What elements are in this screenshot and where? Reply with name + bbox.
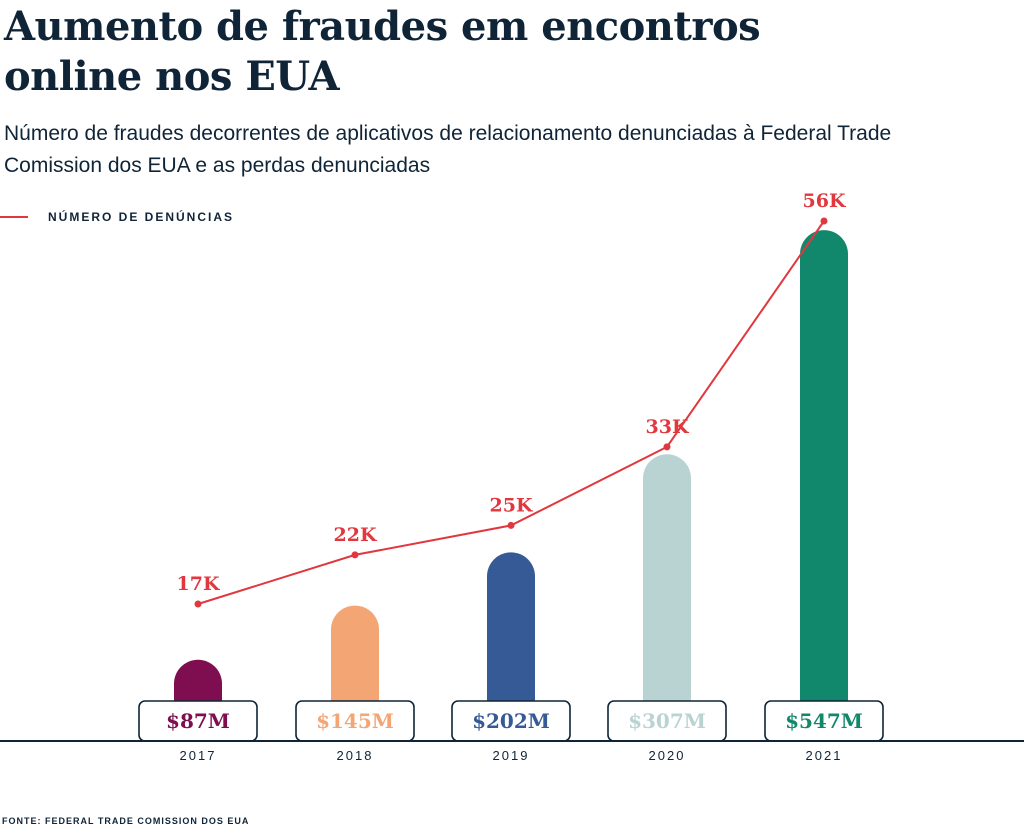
line-data-label: 56K — [803, 190, 847, 212]
line-point — [663, 443, 671, 451]
bar-value-label: $145M — [316, 709, 394, 733]
line-data-label: 17K — [177, 573, 221, 595]
source-note: FONTE: FEDERAL TRADE COMISSION DOS EUA — [2, 816, 250, 826]
legend-label: NÚMERO DE DENÚNCIAS — [48, 210, 235, 224]
chart-title: Aumento de fraudes em encontros online n… — [4, 3, 761, 100]
bar-value-label: $87M — [166, 709, 230, 733]
bar-2019 — [487, 552, 535, 741]
x-tick-label: 2021 — [806, 748, 843, 763]
line-point — [820, 217, 828, 225]
bar-value-label: $547M — [785, 709, 863, 733]
line-data-label: 22K — [334, 524, 378, 546]
chart-subtitle: Número de fraudes decorrentes de aplicat… — [4, 122, 892, 177]
line-point — [194, 600, 202, 608]
bar-2020 — [643, 454, 691, 741]
legend: NÚMERO DE DENÚNCIAS — [0, 210, 234, 224]
x-tick-label: 2019 — [493, 748, 530, 763]
line-point — [351, 551, 359, 559]
line-point — [507, 521, 515, 529]
line-series — [197, 220, 825, 605]
x-tick-label: 2017 — [180, 748, 217, 763]
x-tick-label: 2018 — [337, 748, 374, 763]
line-data-label: 33K — [646, 416, 690, 438]
legend-line-swatch — [0, 216, 28, 218]
bar-value-label: $307M — [628, 709, 706, 733]
bar-2021 — [800, 230, 848, 742]
x-tick-label: 2020 — [649, 748, 686, 763]
bar-value-label: $202M — [472, 709, 550, 733]
line-data-label: 25K — [490, 494, 534, 516]
